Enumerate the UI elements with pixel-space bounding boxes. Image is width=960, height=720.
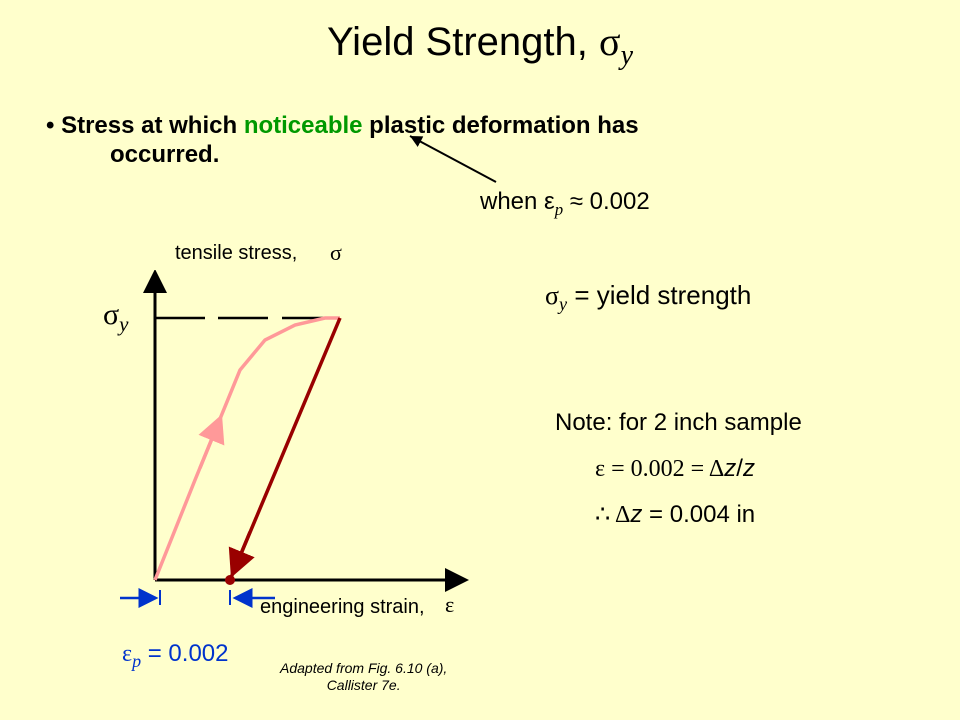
yield-eq-rhs: = yield strength <box>567 280 751 310</box>
citation: Adapted from Fig. 6.10 (a), Callister 7e… <box>280 660 447 694</box>
x-axis-label: engineering strain, <box>260 596 425 619</box>
bullet-suffix: plastic deformation has <box>363 112 639 139</box>
title-text: Yield Strength, <box>327 20 588 64</box>
loading-arrow <box>200 424 218 468</box>
yield-eq-sub: y <box>559 294 567 314</box>
cite-line1: Adapted from Fig. 6.10 (a), <box>280 660 447 677</box>
yield-equation: σy = yield strength <box>545 280 751 315</box>
ep-label: εp = 0.002 <box>122 640 229 672</box>
when-text: when ε <box>480 188 555 215</box>
note-line2: ε = 0.002 = Δz/z <box>555 446 802 493</box>
bullet-prefix: • Stress at which <box>46 112 244 139</box>
stress-strain-chart <box>100 270 480 630</box>
bullet-highlight: noticeable <box>244 112 363 139</box>
ep-point <box>225 575 235 585</box>
bullet-line1: • Stress at which noticeable plastic def… <box>46 110 639 141</box>
y-axis-label: tensile stress, <box>175 242 297 265</box>
note-block: Note: for 2 inch sample ε = 0.002 = Δz/z… <box>555 400 802 539</box>
chart-svg <box>100 270 480 630</box>
cite-line2: Callister 7e. <box>280 677 447 694</box>
when-approx: ≈ 0.002 <box>570 188 650 215</box>
when-label: when εp ≈ 0.002 <box>480 188 650 220</box>
note-line1: Note: for 2 inch sample <box>555 400 802 446</box>
page-title: Yield Strength, σy <box>0 18 960 72</box>
title-sigma: σy <box>599 19 633 64</box>
unloading-arrow <box>235 532 250 568</box>
when-sub: p <box>555 200 563 219</box>
note-line3: ∴ Δz = 0.004 in <box>555 492 802 539</box>
x-axis-symbol: ε <box>445 592 454 618</box>
bullet-line2: occurred. <box>110 141 219 169</box>
yield-eq-sigma: σ <box>545 281 559 310</box>
y-axis-symbol: σ <box>330 240 342 266</box>
sigma-y-marker: σy <box>103 298 129 337</box>
